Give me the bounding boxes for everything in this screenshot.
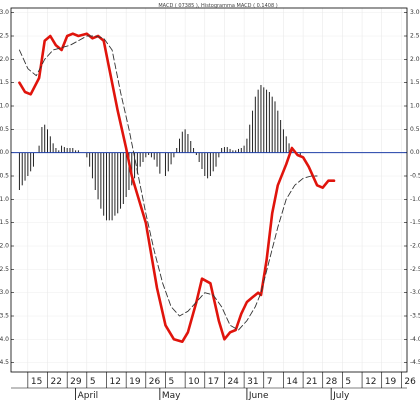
x-tick-label: 5 — [90, 377, 96, 387]
y-tick-label-right: 2.0 — [410, 56, 420, 63]
y-tick-label-left: -4.0 — [0, 336, 9, 343]
y-tick-label-right: -2.0 — [410, 243, 420, 250]
y-tick-label-left: -3.5 — [0, 313, 9, 320]
y-tick-label-left: -2.5 — [0, 266, 9, 273]
macd-histogram — [18, 85, 301, 221]
y-tick-label-left: -1.0 — [0, 196, 9, 203]
y-axis-left: 3.0 2.5 2.0 1.5 1.0 0.5 0.0 -0.5 -1.0 -1.5 -2.0 -2.… — [0, 9, 14, 366]
x-tick-label: 5 — [345, 377, 351, 387]
y-tick-label-right: 2.5 — [410, 33, 420, 40]
y-tick-label-right: -3.5 — [410, 313, 420, 320]
y-tick-label-left: -2.0 — [0, 243, 9, 250]
y-tick-label-left: -3.0 — [0, 289, 9, 296]
x-tick-label: 15 — [31, 377, 42, 387]
y-tick-label-right: -1.5 — [410, 219, 420, 226]
y-tick-label-right: 3.0 — [410, 9, 420, 16]
x-tick-label: 31 — [247, 377, 258, 387]
y-tick-label-right: -3.0 — [410, 289, 420, 296]
y-tick-label-left: 3.0 — [0, 9, 9, 16]
x-tick-label: 21 — [306, 377, 317, 387]
y-tick-label-left: 0.5 — [0, 126, 9, 133]
x-tick-label: 12 — [365, 377, 376, 387]
x-tick-label: 26 — [404, 377, 416, 387]
x-tick-label: 14 — [286, 377, 298, 387]
x-tick-label: 19 — [385, 377, 397, 387]
y-tick-label-left: 1.0 — [0, 103, 9, 110]
x-tick-label: 5 — [168, 377, 174, 387]
y-tick-label-left: -4.5 — [0, 359, 9, 366]
y-tick-label-left: 1.5 — [0, 79, 9, 86]
x-tick-label: 24 — [227, 377, 239, 387]
y-axis-right: 3.0 2.5 2.0 1.5 1.0 0.5 0.0 -0.5 -1.0 -1.5 -2.0 -2.… — [404, 9, 420, 366]
x-tick-label: 29 — [70, 377, 82, 387]
x-tick-label: 28 — [326, 377, 338, 387]
x-tick-label: 10 — [188, 377, 200, 387]
x-axis: 15 22 29 5 12 19 26 5 10 17 24 31 7 14 21 28 5 12 19 26 Apri… — [11, 372, 416, 400]
y-tick-label-right: 1.5 — [410, 79, 420, 86]
y-tick-label-right: 1.0 — [410, 103, 420, 110]
x-tick-label: 7 — [267, 377, 273, 387]
signal-line — [18, 35, 318, 331]
x-tick-label: 26 — [149, 377, 161, 387]
x-tick-label: 12 — [109, 377, 120, 387]
month-label: April — [78, 391, 99, 400]
y-tick-label-right: -4.0 — [410, 336, 420, 343]
y-tick-label-right: 0.0 — [410, 149, 420, 156]
y-tick-label-left: -0.5 — [0, 173, 9, 180]
month-label: June — [248, 391, 269, 400]
y-tick-label-left: 2.5 — [0, 33, 9, 40]
y-tick-label-left: -1.5 — [0, 219, 9, 226]
y-tick-label-right: -1.0 — [410, 196, 420, 203]
plot-frame — [10, 7, 408, 373]
x-tick-label: 17 — [208, 377, 219, 387]
y-tick-label-left: 2.0 — [0, 56, 9, 63]
x-tick-label: 19 — [129, 377, 141, 387]
y-tick-label-right: -4.5 — [410, 359, 420, 366]
grid — [11, 8, 407, 372]
y-tick-label-left: 0.0 — [0, 149, 9, 156]
series-layer — [18, 32, 336, 344]
x-tick-label: 22 — [51, 377, 62, 387]
y-tick-label-right: -2.5 — [410, 266, 420, 273]
macd-line — [18, 32, 336, 344]
y-tick-label-right: -0.5 — [410, 173, 420, 180]
month-label: May — [162, 391, 181, 400]
chart-title: MACD ( 07385 ), Histogramma MACD ( 0.140… — [158, 3, 277, 9]
y-tick-label-right: 0.5 — [410, 126, 420, 133]
month-label: July — [332, 391, 350, 400]
